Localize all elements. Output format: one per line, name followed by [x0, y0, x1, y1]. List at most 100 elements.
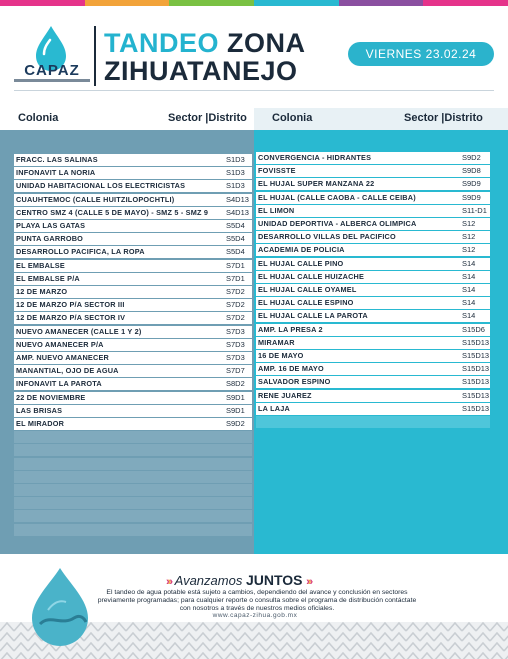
chevron-right-icon: ›››: [166, 576, 173, 588]
colonia-name: FOVISSTE: [258, 166, 296, 176]
colonia-name: 12 DE MARZO P/A SECTOR IV: [16, 313, 126, 323]
sector-code: S9D9: [462, 179, 481, 189]
sector-code: S12: [462, 219, 476, 228]
website-link[interactable]: www.capaz-zihua.gob.mx: [212, 612, 298, 619]
colonia-name: EL HUJAL CALLE OYAMEL: [258, 285, 357, 294]
right-table-header: [254, 108, 508, 130]
sector-code: S15D13: [462, 390, 490, 400]
table-row: EL MIRADOR S9D2: [14, 418, 252, 430]
sector-code: S7D1: [226, 260, 245, 270]
colonia-name: AMP. LA PRESA 2: [258, 324, 323, 334]
sector-code: S12: [462, 245, 476, 255]
colonia-name: LAS BRISAS: [16, 405, 63, 415]
left-table-header: [0, 108, 254, 130]
table-row: FRACC. LAS SALINAS S1D3: [14, 154, 252, 166]
table-row: SALVADOR ESPINO S15D13: [256, 376, 490, 389]
table-row: EL LIMON S11-D1: [256, 204, 490, 217]
table-row: UNIDAD HABITACIONAL LOS ELECTRICISTAS S1D…: [14, 180, 252, 193]
table-row: NUEVO AMANECER P/A S7D3: [14, 338, 252, 351]
colonia-name: EL EMBALSE P/A: [16, 273, 80, 283]
table-row: PUNTA GARROBO S5D4: [14, 233, 252, 246]
sector-code: S7D3: [226, 339, 245, 349]
sector-code: S12: [462, 232, 476, 242]
table-row: EL HUJAL (CALLE CAOBA - CALLE CEIBA) S9D9: [256, 191, 490, 204]
sector-code: S1D3: [226, 181, 245, 191]
title-part1: TANDEO: [104, 28, 219, 58]
table-row: 12 DE MARZO S7D2: [14, 286, 252, 298]
table-row: CONVERGENCIA - HIDRANTES S9D2: [256, 152, 490, 164]
sector-code: S8D2: [226, 379, 245, 389]
table-row: EL HUJAL CALLE LA PAROTA S14: [256, 310, 490, 323]
colonia-name: AMP. NUEVO AMANECER: [16, 353, 109, 362]
table-row: NUEVO AMANECER (CALLE 1 Y 2) S7D3: [14, 325, 252, 338]
colonia-name: 16 DE MAYO: [258, 351, 304, 360]
disclaimer-text: El tandeo de agua potable está sujeto a …: [97, 589, 417, 612]
table-row: MANANTIAL, OJO DE AGUA S7D7: [14, 365, 252, 378]
colonia-name: INFONAVIT LA PAROTA: [16, 379, 102, 389]
table-row: CUAUHTEMOC (CALLE HUITZILOPOCHTLI) S4D13: [14, 193, 252, 206]
logo-underline: [14, 79, 90, 82]
chevron-right-icon: ›››: [306, 576, 313, 588]
sector-code: S7D3: [226, 353, 245, 362]
slogan-part1: Avanzamos: [174, 573, 243, 588]
table-row: ACADEMIA DE POLICIA S12: [256, 244, 490, 257]
colonia-name: UNIDAD DEPORTIVA - ALBERCA OLIMPICA: [258, 219, 417, 228]
colonia-name: DESARROLLO VILLAS DEL PACIFICO: [258, 232, 396, 242]
table-row: MIRAMAR S15D13: [256, 336, 490, 349]
colonia-name: 12 DE MARZO P/A SECTOR III: [16, 300, 125, 310]
table-row: [14, 523, 252, 536]
header-separator: [14, 90, 494, 91]
colonia-name: ACADEMIA DE POLICIA: [258, 245, 345, 255]
water-drop-icon: [36, 26, 66, 71]
water-drop-icon: [32, 568, 88, 646]
title-part2: ZONA: [227, 28, 306, 58]
table-row: [14, 510, 252, 523]
colonia-name: EL EMBALSE: [16, 260, 65, 270]
colonia-name: EL HUJAL (CALLE CAOBA - CALLE CEIBA): [258, 192, 416, 202]
colonia-name: EL HUJAL CALLE PINO: [258, 258, 344, 268]
table-row: 12 DE MARZO P/A SECTOR III S7D2: [14, 299, 252, 312]
colonia-name: MIRAMAR: [258, 337, 295, 347]
table-row: EL EMBALSE S7D1: [14, 259, 252, 272]
sector-code: S7D2: [226, 313, 245, 323]
table-row: [256, 416, 490, 428]
table-row: [14, 484, 252, 496]
sector-code: S9D1: [226, 405, 245, 415]
right-header-sector: Sector |Distrito: [404, 112, 483, 124]
table-row: LAS BRISAS S9D1: [14, 404, 252, 417]
sector-code: S9D2: [462, 153, 481, 162]
sector-code: S11-D1: [462, 205, 487, 215]
colonia-name: EL HUJAL CALLE LA PAROTA: [258, 311, 368, 321]
table-row: LA LAJA S15D13: [256, 402, 490, 415]
table-row: EL HUJAL CALLE PINO S14: [256, 257, 490, 270]
table-row: DESARROLLO VILLAS DEL PACIFICO S12: [256, 231, 490, 244]
colonia-name: 12 DE MARZO: [16, 287, 68, 296]
sector-code: S1D3: [226, 168, 245, 178]
logo-text: CAPAZ: [24, 62, 80, 79]
colonia-name: NUEVO AMANECER (CALLE 1 Y 2): [16, 326, 142, 336]
table-row: [14, 431, 252, 444]
table-row: [14, 444, 252, 457]
date-badge: VIERNES 23.02.24: [348, 42, 494, 66]
table-row: AMP. LA PRESA 2 S15D6: [256, 323, 490, 336]
sector-code: S9D9: [462, 192, 481, 202]
sector-code: S15D6: [462, 324, 485, 334]
colonia-name: AMP. 16 DE MAYO: [258, 364, 324, 374]
sector-code: S9D2: [226, 419, 245, 428]
header-divider: [94, 26, 96, 86]
colonia-name: PUNTA GARROBO: [16, 234, 84, 244]
sector-code: S9D1: [226, 392, 245, 402]
left-header-colonia: Colonia: [18, 112, 59, 124]
sector-code: S15D13: [462, 403, 490, 413]
table-row: AMP. NUEVO AMANECER S7D3: [14, 352, 252, 364]
table-row: PLAYA LAS GATAS S5D4: [14, 220, 252, 232]
sector-code: S15D13: [462, 377, 490, 387]
colonia-name: EL HUJAL CALLE HUIZACHE: [258, 271, 365, 281]
sector-code: S15D13: [462, 351, 490, 360]
colonia-name: 22 DE NOVIEMBRE: [16, 392, 86, 402]
table-row: [14, 470, 252, 483]
table-row: FOVISSTE S9D8: [256, 165, 490, 178]
sector-code: S4D13: [226, 194, 249, 204]
table-row: UNIDAD DEPORTIVA - ALBERCA OLIMPICA S12: [256, 218, 490, 230]
table-row: EL EMBALSE P/A S7D1: [14, 272, 252, 285]
